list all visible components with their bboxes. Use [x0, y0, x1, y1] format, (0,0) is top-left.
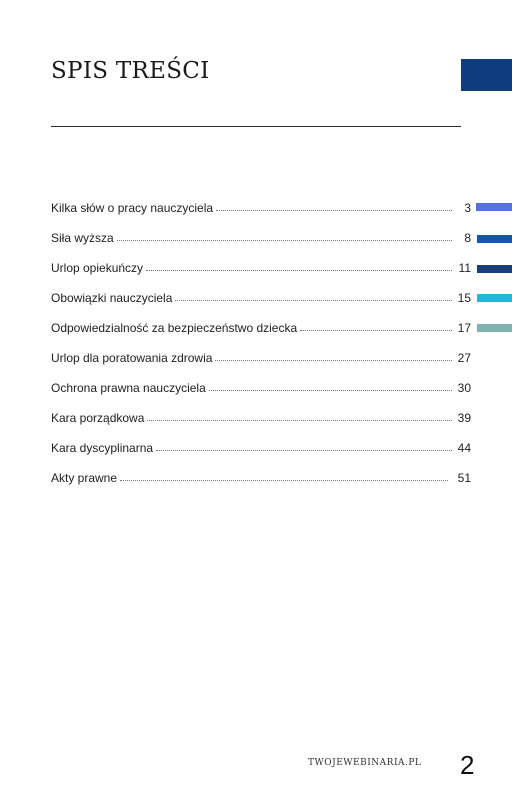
toc-entry[interactable]: Kara dyscyplinarna 44: [51, 440, 471, 470]
toc-entry[interactable]: Siła wyższa 8: [51, 230, 471, 260]
toc-entry[interactable]: Akty prawne 51: [51, 470, 471, 500]
toc-entry-page: 8: [464, 231, 471, 245]
color-tab: [477, 265, 512, 273]
accent-block: [461, 59, 512, 91]
toc-entry-page: 30: [457, 381, 471, 395]
toc-entry-label: Obowiązki nauczyciela: [51, 291, 173, 305]
dot-leader: [116, 230, 452, 241]
toc-entry-label: Siła wyższa: [51, 231, 114, 245]
toc-entry-label: Urlop dla poratowania zdrowia: [51, 351, 213, 365]
toc-entry-page: 44: [457, 441, 471, 455]
toc-entry-page: 17: [457, 321, 471, 335]
toc-entry-label: Kara porządkowa: [51, 411, 145, 425]
toc-entry-label: Akty prawne: [51, 471, 118, 485]
dot-leader: [208, 380, 452, 391]
toc-entry[interactable]: Kara porządkowa 39: [51, 410, 471, 440]
dot-leader: [156, 440, 452, 451]
toc-entry-page: 27: [457, 351, 471, 365]
color-tab: [477, 324, 512, 332]
dot-leader: [147, 410, 452, 421]
dot-leader: [146, 260, 452, 271]
dot-leader: [120, 470, 448, 481]
toc-entry[interactable]: Odpowiedzialność za bezpieczeństwo dziec…: [51, 320, 471, 350]
dot-leader: [300, 320, 452, 331]
toc-entry-page: 15: [457, 291, 471, 305]
page-number: 2: [460, 750, 475, 780]
toc-entry-page: 11: [458, 261, 471, 275]
toc-entry-page: 3: [464, 201, 471, 215]
toc-entry[interactable]: Obowiązki nauczyciela 15: [51, 290, 471, 320]
toc-entry[interactable]: Ochrona prawna nauczyciela 30: [51, 380, 471, 410]
toc-entry-label: Odpowiedzialność za bezpieczeństwo dziec…: [51, 321, 298, 335]
toc-entry-page: 51: [457, 471, 471, 485]
color-tab: [477, 294, 512, 302]
dot-leader: [216, 200, 452, 211]
footer-website: TWOJEWEBINARIA.PL: [308, 758, 422, 768]
toc-entry-label: Kara dyscyplinarna: [51, 441, 154, 455]
toc-entry[interactable]: Kilka słów o pracy nauczyciela 3: [51, 200, 471, 230]
toc-entry-label: Ochrona prawna nauczyciela: [51, 381, 206, 395]
toc-entry[interactable]: Urlop dla poratowania zdrowia 27: [51, 350, 471, 380]
toc-entry[interactable]: Urlop opiekuńczy 11: [51, 260, 471, 290]
toc-entry-label: Kilka słów o pracy nauczyciela: [51, 201, 214, 215]
toc-entry-label: Urlop opiekuńczy: [51, 261, 144, 275]
color-tab: [477, 235, 512, 243]
dot-leader: [215, 350, 452, 361]
dot-leader: [175, 290, 452, 301]
table-of-contents: Kilka słów o pracy nauczyciela 3 Siła wy…: [51, 200, 471, 500]
color-tab: [476, 203, 512, 211]
title-divider: [51, 126, 461, 127]
toc-entry-page: 39: [457, 411, 471, 425]
page-title: SPIS TREŚCI: [51, 58, 210, 84]
